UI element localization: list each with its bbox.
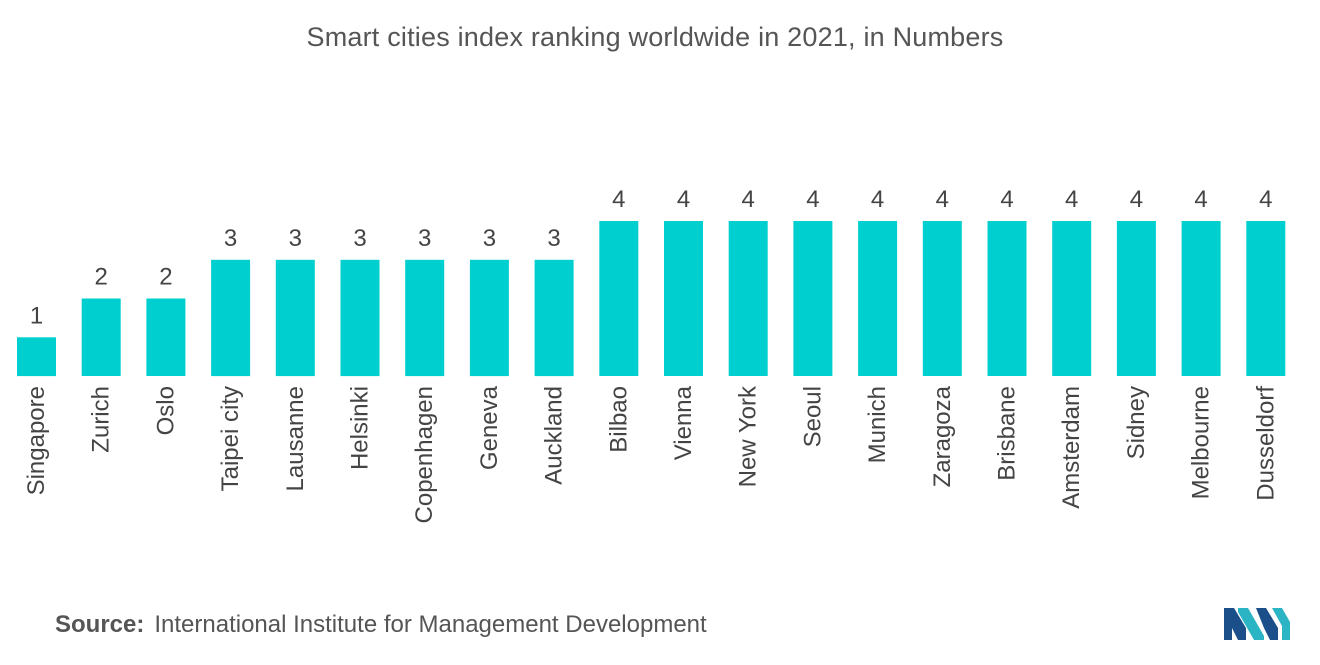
value-label: 3 bbox=[547, 225, 560, 252]
value-label: 3 bbox=[353, 225, 366, 252]
bar-zaragoza bbox=[922, 221, 962, 376]
value-label: 4 bbox=[1065, 186, 1078, 213]
value-label: 3 bbox=[224, 225, 237, 252]
category-label: Bilbao bbox=[605, 386, 632, 453]
source-label: Source: bbox=[55, 611, 145, 638]
chart-title: Smart cities index ranking worldwide in … bbox=[306, 22, 1004, 52]
bar-lausanne bbox=[275, 259, 315, 377]
category-label: Lausanne bbox=[282, 386, 309, 491]
value-label: 4 bbox=[1194, 186, 1207, 213]
bar-geneva bbox=[469, 259, 509, 377]
bar-copenhagen bbox=[405, 259, 445, 377]
bar-singapore bbox=[17, 337, 56, 377]
value-label: 4 bbox=[1130, 186, 1143, 213]
bar-taipei-city bbox=[211, 259, 251, 377]
bar-oslo bbox=[146, 298, 186, 376]
bar-brisbane bbox=[987, 221, 1027, 376]
value-label: 4 bbox=[612, 186, 625, 213]
category-label: Geneva bbox=[476, 385, 503, 470]
category-label: Zaragoza bbox=[929, 385, 956, 487]
value-label: 1 bbox=[30, 302, 43, 329]
value-label: 4 bbox=[871, 186, 884, 213]
category-label: Brisbane bbox=[994, 386, 1021, 481]
category-label: Zurich bbox=[88, 386, 115, 453]
value-label: 2 bbox=[159, 264, 172, 291]
category-label: Munich bbox=[864, 386, 891, 463]
value-label: 4 bbox=[1259, 186, 1272, 213]
bar-auckland bbox=[534, 259, 574, 377]
bar-vienna bbox=[664, 221, 703, 376]
value-label: 4 bbox=[742, 186, 755, 213]
category-label: Singapore bbox=[23, 386, 50, 495]
category-label: Dusseldorf bbox=[1252, 386, 1279, 501]
value-label: 2 bbox=[95, 264, 108, 291]
category-label: Oslo bbox=[152, 386, 179, 435]
category-label: Amsterdam bbox=[1058, 386, 1085, 509]
bar-bilbao bbox=[599, 221, 639, 376]
mordor-intelligence-logo-icon bbox=[1224, 608, 1290, 640]
category-label: Auckland bbox=[541, 386, 568, 485]
value-label: 3 bbox=[483, 225, 496, 252]
bar-chart: 1 Singapore 2 Zurich 2 Oslo 3 Taipei city 3 Lausa… bbox=[17, 186, 1286, 523]
value-label: 3 bbox=[289, 225, 302, 252]
value-label: 3 bbox=[418, 225, 431, 252]
source-note: Source: International Institute for Manag… bbox=[55, 611, 707, 639]
bar-munich bbox=[858, 221, 898, 376]
bar-melbourne bbox=[1181, 221, 1221, 376]
category-label: Vienna bbox=[670, 385, 697, 460]
value-label: 4 bbox=[936, 186, 949, 213]
category-label: Taipei city bbox=[217, 386, 244, 491]
bar-dusseldorf bbox=[1246, 221, 1286, 376]
category-label: New York bbox=[735, 385, 762, 487]
bar-zurich bbox=[81, 298, 121, 376]
value-label: 4 bbox=[677, 186, 690, 213]
category-label: Sidney bbox=[1123, 386, 1150, 459]
source-text: International Institute for Management D… bbox=[154, 611, 707, 638]
category-label: Melbourne bbox=[1188, 386, 1215, 499]
value-label: 4 bbox=[806, 186, 819, 213]
category-label: Seoul bbox=[799, 386, 826, 447]
bar-sidney bbox=[1116, 221, 1156, 376]
value-label: 4 bbox=[1000, 186, 1013, 213]
bar-amsterdam bbox=[1052, 221, 1092, 376]
category-label: Helsinki bbox=[347, 386, 374, 470]
bar-helsinki bbox=[340, 259, 380, 377]
bar-seoul bbox=[793, 221, 833, 376]
category-label: Copenhagen bbox=[411, 386, 438, 523]
bar-new-york bbox=[728, 221, 768, 376]
